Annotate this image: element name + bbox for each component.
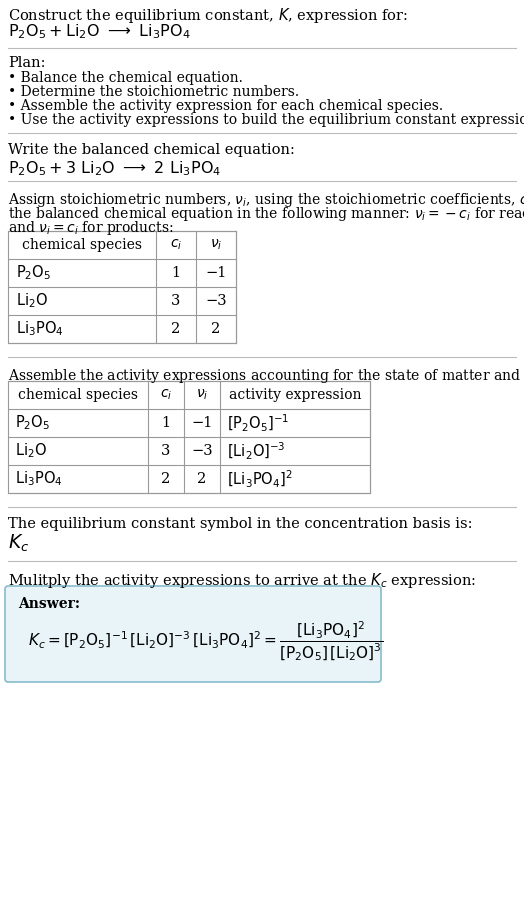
- Text: −3: −3: [205, 294, 227, 308]
- Text: and $\nu_i = c_i$ for products:: and $\nu_i = c_i$ for products:: [8, 219, 173, 237]
- Text: Mulitply the activity expressions to arrive at the $K_c$ expression:: Mulitply the activity expressions to arr…: [8, 571, 476, 590]
- Bar: [8, 231, 236, 343]
- Text: $\mathrm{Li_2O}$: $\mathrm{Li_2O}$: [15, 441, 47, 460]
- Bar: [8, 381, 370, 493]
- Text: chemical species: chemical species: [22, 238, 142, 252]
- Text: • Determine the stoichiometric numbers.: • Determine the stoichiometric numbers.: [8, 85, 299, 99]
- Text: The equilibrium constant symbol in the concentration basis is:: The equilibrium constant symbol in the c…: [8, 517, 473, 531]
- Text: $K_c$: $K_c$: [8, 533, 29, 554]
- Text: activity expression: activity expression: [229, 388, 361, 402]
- Text: 3: 3: [161, 444, 171, 458]
- Text: $[\mathrm{Li_3PO_4}]^{2}$: $[\mathrm{Li_3PO_4}]^{2}$: [227, 469, 293, 489]
- Text: $\mathrm{Li_3PO_4}$: $\mathrm{Li_3PO_4}$: [15, 469, 63, 488]
- Text: 2: 2: [198, 472, 206, 486]
- Text: Write the balanced chemical equation:: Write the balanced chemical equation:: [8, 143, 295, 157]
- Text: $\mathrm{Li_3PO_4}$: $\mathrm{Li_3PO_4}$: [16, 320, 64, 339]
- Text: −1: −1: [205, 266, 227, 280]
- Text: $[\mathrm{P_2O_5}]^{-1}$: $[\mathrm{P_2O_5}]^{-1}$: [227, 413, 289, 433]
- Text: $c_i$: $c_i$: [160, 387, 172, 402]
- Text: 2: 2: [171, 322, 181, 336]
- Text: • Balance the chemical equation.: • Balance the chemical equation.: [8, 71, 243, 85]
- Text: $\nu_i$: $\nu_i$: [210, 238, 222, 252]
- Text: • Assemble the activity expression for each chemical species.: • Assemble the activity expression for e…: [8, 99, 443, 113]
- Text: chemical species: chemical species: [18, 388, 138, 402]
- Text: $K_c = [\mathrm{P_2O_5}]^{-1}\,[\mathrm{Li_2O}]^{-3}\,[\mathrm{Li_3PO_4}]^2 = \d: $K_c = [\mathrm{P_2O_5}]^{-1}\,[\mathrm{…: [28, 619, 383, 662]
- Text: $\mathrm{P_2O_5}$: $\mathrm{P_2O_5}$: [16, 264, 51, 282]
- Text: 2: 2: [211, 322, 221, 336]
- Text: 1: 1: [161, 416, 171, 430]
- Text: Assemble the activity expressions accounting for the state of matter and $\nu_i$: Assemble the activity expressions accoun…: [8, 367, 524, 385]
- Text: $\mathrm{P_2O_5 + Li_2O \ {\longrightarrow}\ Li_3PO_4}$: $\mathrm{P_2O_5 + Li_2O \ {\longrightarr…: [8, 22, 191, 41]
- Text: $\mathrm{P_2O_5}$: $\mathrm{P_2O_5}$: [15, 414, 50, 432]
- Text: $\mathrm{Li_2O}$: $\mathrm{Li_2O}$: [16, 292, 48, 310]
- Text: Answer:: Answer:: [18, 597, 80, 611]
- Text: $c_i$: $c_i$: [170, 238, 182, 252]
- Text: Plan:: Plan:: [8, 56, 46, 70]
- Text: Construct the equilibrium constant, $K$, expression for:: Construct the equilibrium constant, $K$,…: [8, 6, 408, 25]
- FancyBboxPatch shape: [5, 586, 381, 682]
- Text: 2: 2: [161, 472, 171, 486]
- Text: 1: 1: [171, 266, 181, 280]
- Text: the balanced chemical equation in the following manner: $\nu_i = -c_i$ for react: the balanced chemical equation in the fo…: [8, 205, 524, 223]
- Text: $\mathrm{P_2O_5 + 3\ Li_2O \ {\longrightarrow}\ 2\ Li_3PO_4}$: $\mathrm{P_2O_5 + 3\ Li_2O \ {\longright…: [8, 159, 221, 177]
- Text: $\nu_i$: $\nu_i$: [196, 387, 208, 402]
- Text: 3: 3: [171, 294, 181, 308]
- Text: $[\mathrm{Li_2O}]^{-3}$: $[\mathrm{Li_2O}]^{-3}$: [227, 441, 286, 461]
- Text: −1: −1: [191, 416, 213, 430]
- Text: Assign stoichiometric numbers, $\nu_i$, using the stoichiometric coefficients, $: Assign stoichiometric numbers, $\nu_i$, …: [8, 191, 524, 209]
- Text: −3: −3: [191, 444, 213, 458]
- Text: • Use the activity expressions to build the equilibrium constant expression.: • Use the activity expressions to build …: [8, 113, 524, 127]
